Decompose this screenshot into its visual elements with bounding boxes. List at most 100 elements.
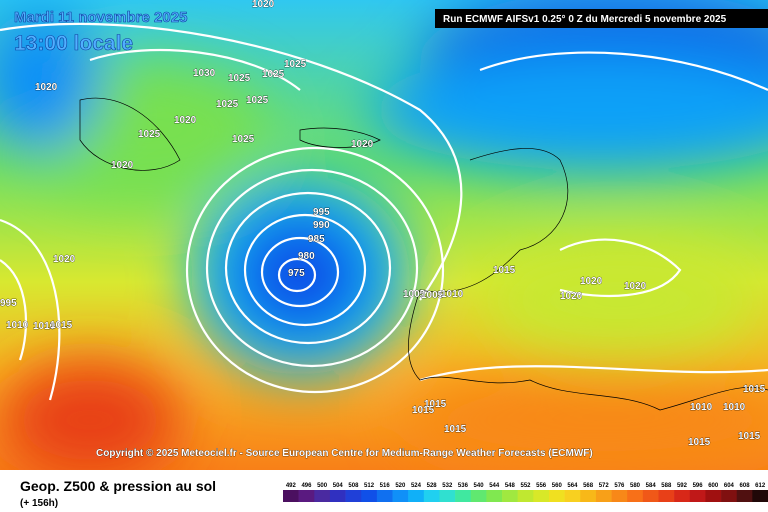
- lead-time: (+ 156h): [20, 498, 58, 509]
- isobar-label: 1025: [262, 69, 285, 80]
- isobar-label: 1005: [403, 289, 426, 300]
- isobar-label: 1020: [560, 291, 583, 302]
- time: 13:00 locale: [14, 32, 133, 55]
- isobar-label: 1020: [624, 281, 647, 292]
- scale-swatch: [705, 490, 722, 502]
- scale-swatch: [674, 490, 691, 502]
- isobar-label: 975: [288, 268, 305, 279]
- scale-label: 612: [755, 483, 766, 489]
- date: Mardi 11 novembre 2025: [14, 9, 187, 26]
- isobar-label: 1020: [53, 254, 76, 265]
- isobar-label: 995: [313, 207, 330, 218]
- scale-swatch: [486, 490, 503, 502]
- scale-label: 572: [599, 483, 610, 489]
- scale-swatch: [721, 490, 738, 502]
- scale-swatch: [361, 490, 378, 502]
- isobar-label: 1020: [111, 160, 134, 171]
- scale-label: 556: [536, 483, 547, 489]
- isobar-label: 995: [0, 298, 17, 309]
- scale-swatch: [564, 490, 581, 502]
- scale-swatch: [611, 490, 628, 502]
- scale-label: 536: [458, 483, 469, 489]
- isobar-label: 1020: [252, 0, 275, 10]
- isobar-label: 1010: [33, 321, 56, 332]
- scale-swatch: [736, 490, 753, 502]
- scale-swatch: [298, 490, 315, 502]
- copyright: Copyright © 2025 Meteociel.fr - Source E…: [96, 448, 593, 459]
- scale-label: 576: [614, 483, 625, 489]
- scale-swatch: [502, 490, 518, 502]
- scale-label: 588: [661, 483, 672, 489]
- scale-swatch: [439, 490, 456, 502]
- coastlines: [79, 97, 768, 411]
- isobar-label: 1015: [412, 405, 435, 416]
- scale-label: 548: [505, 483, 516, 489]
- isobar-label: 1025: [284, 59, 307, 70]
- scale-label: 584: [646, 483, 657, 489]
- isobar-label: 1010: [441, 289, 464, 300]
- scale-label: 580: [630, 483, 641, 489]
- scale-label: 500: [317, 483, 328, 489]
- scale-swatch: [392, 490, 409, 502]
- scale-label: 560: [552, 483, 563, 489]
- scale-swatch: [470, 490, 487, 502]
- scale-label: 600: [708, 483, 719, 489]
- isobar-label: 1015: [743, 384, 766, 395]
- isobar-label: 1025: [138, 129, 161, 140]
- scale-label: 608: [740, 483, 751, 489]
- isobar-label: 1015: [493, 265, 516, 276]
- isobar-label: 1015: [738, 431, 761, 442]
- isobar-label: 1010: [6, 320, 29, 331]
- scale-label: 528: [427, 483, 438, 489]
- scale-label: 592: [677, 483, 688, 489]
- scale-swatch: [752, 490, 768, 502]
- isobar-label: 990: [313, 220, 330, 231]
- scale-swatch: [595, 490, 612, 502]
- scale-swatch: [423, 490, 440, 502]
- scale-label: 492: [286, 483, 297, 489]
- scale-swatch: [376, 490, 393, 502]
- run-box: [435, 9, 768, 28]
- scale-label: 568: [583, 483, 594, 489]
- scale-label: 524: [411, 483, 422, 489]
- map-background: [0, 0, 768, 480]
- scale-swatch: [658, 490, 675, 502]
- scale-label: 520: [395, 483, 406, 489]
- isobar-label: 1010: [723, 402, 746, 413]
- scale-label: 540: [474, 483, 485, 489]
- scale-label: 496: [301, 483, 312, 489]
- scale-swatch: [517, 490, 534, 502]
- isobars: [0, 22, 768, 401]
- run-info: Run ECMWF AIFSv1 0.25° 0 Z du Mercredi 5…: [443, 14, 727, 25]
- isobar-label: 1025: [216, 99, 239, 110]
- isobar-label: 1015: [424, 399, 447, 410]
- scale-label: 564: [567, 483, 578, 489]
- scale-label: 544: [489, 483, 500, 489]
- isobar-label: 980: [298, 251, 315, 262]
- scale-label: 512: [364, 483, 375, 489]
- isobar-label: 1015: [444, 424, 467, 435]
- scale-swatch: [329, 490, 346, 502]
- scale-swatch: [642, 490, 659, 502]
- scale-swatch: [689, 490, 706, 502]
- isobar-label: 1025: [228, 73, 251, 84]
- scale-swatch: [548, 490, 565, 502]
- isobar-label: 1020: [174, 115, 197, 126]
- isobar-label: 1030: [193, 68, 216, 79]
- isobar-label: 985: [308, 234, 325, 245]
- scale-label: 508: [348, 483, 359, 489]
- scale-swatch: [580, 490, 597, 502]
- isobar-label: 1025: [232, 134, 255, 145]
- isobar-label: 1025: [246, 95, 269, 106]
- scale-swatch: [627, 490, 644, 502]
- scale-label: 516: [380, 483, 391, 489]
- scale-swatch: [533, 490, 550, 502]
- scale-label: 604: [724, 483, 735, 489]
- footer-title: Geop. Z500 & pression au sol: [20, 478, 216, 494]
- scale-swatch: [314, 490, 331, 502]
- scale-label: 596: [693, 483, 704, 489]
- scale-swatch: [455, 490, 472, 502]
- scale-swatch: [408, 490, 425, 502]
- scale-label: 532: [442, 483, 453, 489]
